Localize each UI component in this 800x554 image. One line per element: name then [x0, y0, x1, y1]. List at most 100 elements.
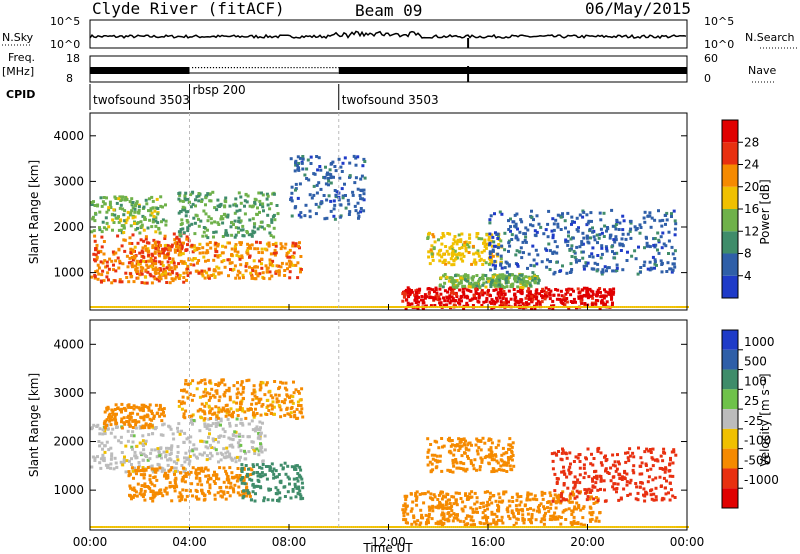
scatter-cell: [139, 220, 143, 224]
ground-cell: [171, 526, 174, 528]
scatter-cell: [214, 247, 218, 251]
scatter-cell: [458, 446, 462, 450]
scatter-cell: [139, 225, 143, 229]
scatter-cell: [462, 254, 466, 258]
scatter-cell: [316, 168, 320, 172]
scatter-cell: [230, 457, 234, 461]
scatter-cell: [490, 244, 494, 248]
scatter-cell: [448, 498, 451, 502]
scatter-cell: [525, 497, 529, 501]
scatter-cell: [203, 467, 207, 471]
scatter-cell: [442, 515, 446, 519]
scatter-cell: [509, 217, 512, 221]
scatter-cell: [148, 422, 152, 426]
scatter-cell: [623, 469, 627, 473]
scatter-cell: [157, 276, 161, 280]
ground-cell: [623, 306, 626, 308]
scatter-cell: [184, 249, 188, 252]
scatter-cell: [296, 390, 300, 393]
scatter-cell: [114, 461, 118, 465]
scatter-cell: [609, 466, 613, 470]
scatter-cell: [131, 206, 135, 210]
scatter-cell: [650, 497, 654, 501]
scatter-cell: [150, 225, 154, 229]
scatter-cell: [464, 447, 468, 451]
scatter-cell: [658, 466, 662, 470]
scatter-cell: [477, 292, 481, 296]
scatter-cell: [110, 259, 114, 263]
scatter-cell: [248, 218, 252, 222]
scatter-cell: [549, 289, 553, 293]
scatter-cell: [232, 223, 235, 226]
scatter-cell: [96, 423, 100, 427]
scatter-cell: [303, 173, 307, 177]
scatter-cell: [219, 489, 223, 493]
scatter-cell: [240, 254, 244, 258]
scatter-cell: [443, 506, 447, 510]
scatter-cell: [478, 465, 482, 469]
scatter-cell: [181, 400, 185, 404]
scatter-cell: [632, 455, 636, 459]
scatter-cell: [564, 508, 568, 512]
scatter-cell: [655, 263, 658, 267]
scatter-cell: [629, 219, 633, 223]
scatter-cell: [420, 492, 424, 496]
ground-cell: [408, 306, 411, 308]
ground-cell: [378, 306, 381, 308]
scatter-cell: [599, 451, 603, 455]
scatter-cell: [556, 517, 560, 521]
scatter-cell: [148, 259, 152, 263]
scatter-cell: [603, 499, 607, 503]
ground-cell: [173, 306, 176, 308]
scatter-cell: [218, 395, 222, 399]
scatter-cell: [489, 268, 493, 272]
scatter-cell: [248, 265, 251, 269]
scatter-cell: [129, 406, 133, 409]
scatter-cell: [136, 210, 140, 214]
scatter-cell: [239, 449, 243, 453]
scatter-cell: [156, 247, 159, 251]
scatter-cell: [90, 275, 94, 279]
scatter-cell: [129, 272, 133, 276]
scatter-cell: [667, 252, 670, 255]
scatter-cell: [205, 458, 209, 462]
scatter-cell: [516, 238, 520, 242]
scatter-cell: [119, 460, 123, 464]
ground-cell: [109, 306, 112, 308]
scatter-cell: [112, 268, 115, 272]
scatter-cell: [161, 494, 165, 498]
scatter-cell: [461, 252, 465, 256]
scatter-cell: [451, 461, 455, 465]
scatter-cell: [507, 273, 511, 277]
scatter-cell: [471, 519, 475, 523]
scatter-cell: [516, 495, 520, 499]
scatter-cell: [462, 438, 465, 442]
scatter-cell: [425, 518, 429, 522]
scatter-cell: [534, 518, 538, 522]
scatter-cell: [507, 228, 511, 231]
scatter-cell: [662, 451, 666, 454]
scatter-cell: [226, 474, 230, 478]
scatter-cell: [130, 457, 133, 461]
scatter-cell: [245, 491, 249, 495]
scatter-cell: [185, 494, 189, 498]
scatter-cell: [435, 460, 439, 464]
scatter-cell: [445, 500, 448, 504]
scatter-cell: [663, 213, 667, 217]
scatter-cell: [92, 229, 96, 233]
scatter-cell: [185, 237, 189, 241]
scatter-cell: [327, 194, 331, 198]
scatter-cell: [569, 471, 573, 475]
scatter-cell: [453, 448, 457, 452]
ground-cell: [155, 526, 158, 528]
scatter-cell: [603, 288, 606, 292]
scatter-cell: [463, 295, 467, 299]
scatter-cell: [585, 289, 589, 293]
scatter-cell: [233, 430, 237, 434]
scatter-cell: [188, 381, 192, 385]
scatter-cell: [594, 481, 598, 485]
scatter-cell: [569, 270, 573, 274]
scatter-cell: [147, 433, 151, 437]
scatter-cell: [667, 230, 671, 234]
scatter-cell: [102, 240, 106, 243]
